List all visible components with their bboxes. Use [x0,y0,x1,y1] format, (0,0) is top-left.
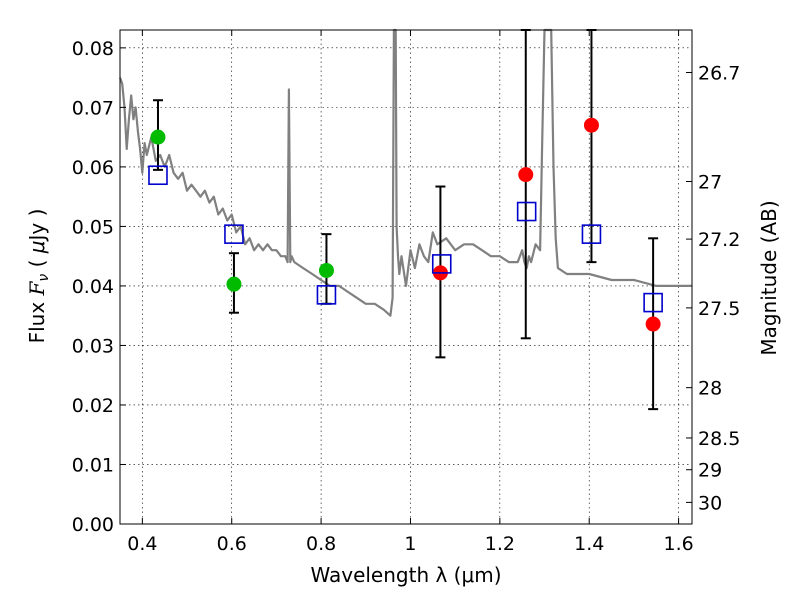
right-tick-label: 30 [698,492,722,514]
plot-frame [119,29,693,525]
x-tick-label: 0.4 [127,533,157,555]
data-point-square [316,285,337,305]
x-tick-label: 1.6 [663,533,693,555]
data-point-square [431,254,452,274]
x-axis-label: Wavelength λ (μm) [310,563,501,587]
data-point-circle [150,129,166,145]
right-axis-label: Magnitude (AB) [757,200,781,355]
data-point-circle [583,117,599,133]
y-tick-label: 0.08 [72,38,114,60]
y-label-part-open: ( [25,253,49,274]
y-tick-label: 0.06 [72,157,114,179]
data-point-circle [318,262,334,278]
x-tick-label: 0.8 [306,533,336,555]
y-label-part-jy: Jy ) [25,209,49,243]
right-tick-label: 28 [698,378,722,400]
right-tick-label: 27.5 [698,298,740,320]
y-tick-label: 0.02 [72,395,114,417]
data-point-circle [226,276,242,292]
data-point-square [224,224,244,244]
x-tick-label: 1.4 [574,533,604,555]
data-point-circle [645,316,661,332]
y-tick-label: 0.07 [72,97,114,119]
model-spectrum-line [118,28,692,317]
right-tick-label: 28.5 [698,428,740,450]
y-tick-label: 0.01 [72,454,114,476]
y-tick-label: 0.05 [72,216,114,238]
data-point-circle [518,167,534,183]
x-tick-label: 1.2 [485,533,515,555]
y-label-part-nu: ν [36,274,52,282]
markers-layer [148,117,663,332]
y-label-part-flux: Flux [25,295,49,343]
grid-layer [120,30,692,525]
y-axis-label: Flux Fν ( μJy ) [25,209,52,344]
y-tick-label: 0.04 [72,276,114,298]
x-tick-label: 0.6 [217,533,247,555]
y-label-part-mu: μ [25,240,49,254]
data-point-square [643,292,663,313]
x-tick-label: 1 [404,533,416,555]
right-tick-label: 27.2 [698,229,740,251]
model-spectrum-layer [118,28,692,317]
ticks-layer: 0.4 0.6 0.8 1 1.2 1.4 1.6 0.00 0.01 0.02 0.03 0.04 0… [72,30,740,555]
right-tick-label: 27 [698,171,722,193]
data-point-square [581,224,602,244]
right-tick-label: 29 [698,460,722,482]
right-tick-label: 26.7 [698,62,740,84]
y-tick-label: 0.00 [72,514,114,536]
data-point-square [148,165,168,186]
y-tick-label: 0.03 [72,335,114,357]
y-label-part-f: F [25,280,49,296]
data-point-square [516,201,537,222]
